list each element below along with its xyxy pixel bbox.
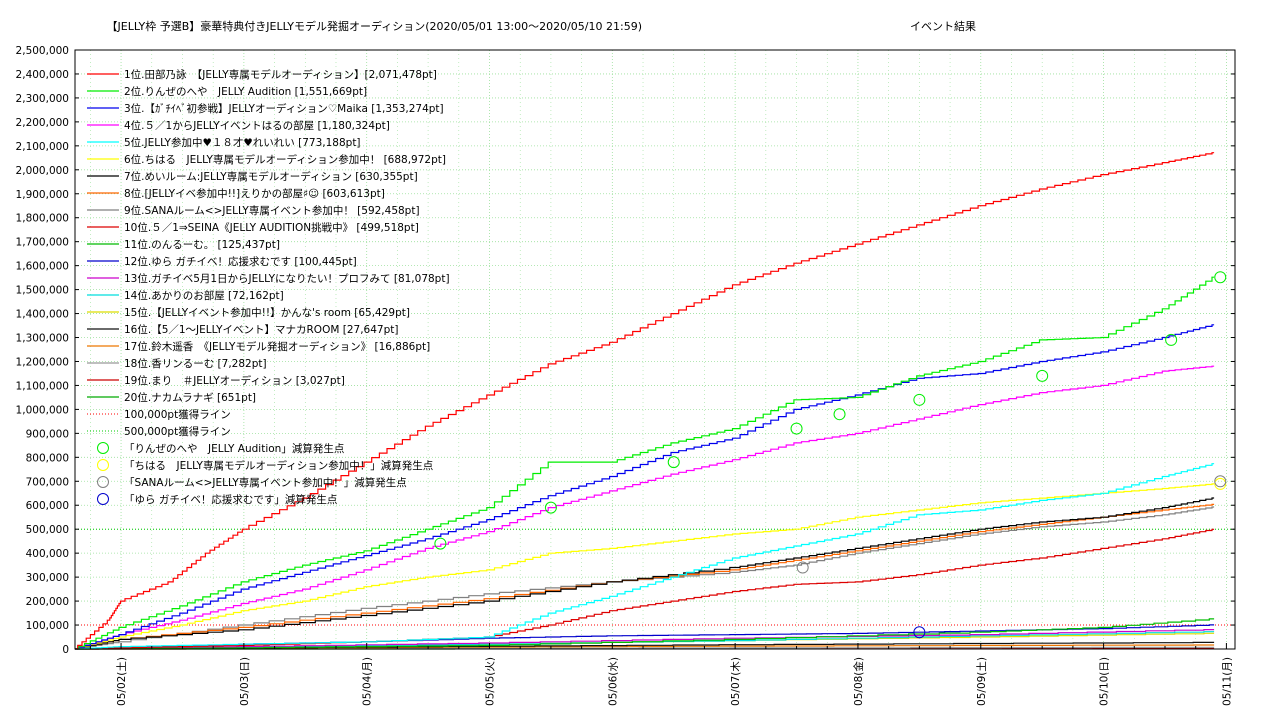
legend-label: 100,000pt獲得ライン <box>124 408 231 421</box>
reduction-marker <box>1036 369 1049 382</box>
y-tick-label: 2,500,000 <box>16 45 69 57</box>
x-tick-label: 05/06(水) <box>607 657 619 706</box>
reduction-marker <box>1214 475 1227 488</box>
legend-label: 18位.香リンるーむ [7,282pt] <box>124 357 267 370</box>
y-tick-label: 2,200,000 <box>16 117 69 129</box>
reduction-marker <box>544 501 557 514</box>
reduction-marker <box>1165 333 1178 346</box>
x-tick-label: 05/11(月) <box>1221 657 1233 706</box>
x-tick-label: 05/02(土) <box>115 657 128 706</box>
legend-marker <box>97 493 109 505</box>
legend-label: 15位.【JELLYイベント参加中!!】かんな's room [65,429pt… <box>124 306 410 319</box>
reduction-marker <box>1214 271 1227 284</box>
y-tick-label: 500,000 <box>26 524 69 536</box>
y-tick-label: 2,400,000 <box>16 69 69 81</box>
y-tick-label: 1,100,000 <box>16 380 69 392</box>
series-line <box>75 497 1215 650</box>
y-tick-label: 0 <box>62 644 69 656</box>
x-tick-label: 05/04(月) <box>362 657 374 706</box>
y-tick-label: 400,000 <box>26 548 69 560</box>
legend-label: 9位.SANAルーム<>JELLY専属イベント参加中！ [592,458pt] <box>124 204 420 217</box>
legend-label: 10位.５／1⇒SEINA《JELLY AUDITION挑戦中》 [499,51… <box>124 221 419 234</box>
series-line <box>75 483 1215 650</box>
legend-label: 6位.ちはる JELLY専属モデルオーディション参加中！ [688,972pt] <box>124 153 446 166</box>
y-tick-label: 700,000 <box>26 476 69 488</box>
plot-frame <box>74 49 1236 650</box>
x-tick-label: 05/07(木) <box>730 657 742 706</box>
series-line <box>75 276 1215 650</box>
x-tick-label: 05/08(金) <box>852 657 865 706</box>
series-line <box>75 629 1215 650</box>
legend-label: 12位.ゆら ガチイベ！応援求むです [100,445pt] <box>124 255 357 268</box>
y-tick-label: 2,000,000 <box>16 165 69 177</box>
reduction-marker <box>796 561 809 574</box>
legend-label: 14位.あかりのお部屋 [72,162pt] <box>124 289 284 302</box>
legend-label: 「ちはる JELLY専属モデルオーディション参加中！」減算発生点 <box>124 459 433 472</box>
legend-label: 1位.田部乃詠 【JELLY専属モデルオーディション】[2,071,478pt] <box>124 68 437 81</box>
y-tick-label: 1,900,000 <box>16 189 69 201</box>
legend-label: 8位.[JELLYイベ参加中!!]えりかの部屋♯☺ [603,613pt] <box>124 187 385 200</box>
legend-label: 「ゆら ガチイベ！応援求むです」減算発生点 <box>124 493 337 506</box>
series-line <box>75 324 1215 650</box>
legend-label: 3位.【ｶﾞﾁｲﾍﾞ初参戦】JELLYオーディション♡Maika [1,353,… <box>124 102 444 115</box>
chart-subtitle: イベント結果 <box>910 19 976 33</box>
y-tick-label: 1,600,000 <box>16 261 69 273</box>
legend-label: 20位.ナカムラナギ [651pt] <box>124 391 256 404</box>
legend-label: 17位.鈴木遥香 《JELLYモデル発掘オーディション》 [16,886pt] <box>124 340 430 353</box>
legend-label: 5位.JELLY参加中♥１８才♥れいれい [773,188pt] <box>124 136 361 149</box>
y-tick-label: 200,000 <box>26 596 69 608</box>
reduction-marker <box>667 456 680 469</box>
series-line <box>75 152 1215 650</box>
reduction-markers <box>434 271 1227 639</box>
legend-label: 「りんぜのへや JELLY Audition」減算発生点 <box>124 442 344 455</box>
grid <box>75 50 1235 649</box>
y-tick-label: 1,400,000 <box>16 309 69 321</box>
legend-label: 500,000pt獲得ライン <box>124 425 231 438</box>
y-tick-label: 300,000 <box>26 572 69 584</box>
y-tick-label: 1,300,000 <box>16 333 69 345</box>
legend-label: 16位.【5／1～JELLYイベント】マナカROOM [27,647pt] <box>124 323 398 336</box>
series-line <box>75 365 1215 650</box>
y-tick-label: 1,500,000 <box>16 285 69 297</box>
y-tick-label: 1,200,000 <box>16 356 69 368</box>
legend-label: 2位.りんぜのへや JELLY Audition [1,551,669pt] <box>124 85 367 98</box>
legend-label: 7位.めいルーム:JELLY専属モデルオーディション [630,355pt] <box>124 170 418 183</box>
x-tick-label: 05/05(火) <box>485 657 497 706</box>
reduction-marker <box>913 626 926 639</box>
legend-marker <box>97 459 109 471</box>
y-tick-label: 600,000 <box>26 500 69 512</box>
y-tick-label: 900,000 <box>26 428 69 440</box>
legend-label: 13位.ガチイベ5月1日からJELLYになりたい！プロフみて [81,078pt… <box>124 272 450 285</box>
reduction-marker <box>833 408 846 421</box>
reduction-marker <box>434 537 447 550</box>
reduction-marker <box>1214 477 1227 490</box>
x-tick-label: 05/09(土) <box>975 657 988 706</box>
y-tick-label: 800,000 <box>26 452 69 464</box>
y-tick-label: 1,800,000 <box>16 213 69 225</box>
series-line <box>75 503 1215 650</box>
axes: 0 100,000 200,000 300,000 400,000 500,000 600,… <box>16 45 1235 706</box>
x-tick-label: 05/10(日) <box>1099 657 1111 706</box>
legend-label: 19位.まり ＃JELLYオーディション [3,027pt] <box>124 374 345 387</box>
legend: 1位.田部乃詠 【JELLY専属モデルオーディション】[2,071,478pt]… <box>87 68 450 506</box>
series-line <box>75 506 1215 650</box>
reduction-marker <box>913 393 926 406</box>
legend-marker <box>97 442 109 454</box>
y-tick-label: 2,100,000 <box>16 141 69 153</box>
reduction-marker <box>790 422 803 435</box>
y-tick-label: 2,300,000 <box>16 93 69 105</box>
legend-label: 「SANAルーム<>JELLY専属イベント参加中！」減算発生点 <box>124 476 407 489</box>
y-tick-label: 1,000,000 <box>16 404 69 416</box>
series-line <box>75 463 1215 650</box>
y-tick-label: 1,700,000 <box>16 237 69 249</box>
y-tick-label: 100,000 <box>26 620 69 632</box>
chart-title: 【JELLY枠 予選B】豪華特典付きJELLYモデル発掘オーディション(2020… <box>107 19 642 33</box>
legend-label: 4位.５／1からJELLYイベントはるの部屋 [1,180,324pt] <box>124 119 390 132</box>
legend-label: 11位.のんるーむ。 [125,437pt] <box>124 238 280 251</box>
x-tick-label: 05/03(日) <box>239 657 251 706</box>
reference-lines <box>75 528 1235 626</box>
legend-marker <box>97 476 109 488</box>
